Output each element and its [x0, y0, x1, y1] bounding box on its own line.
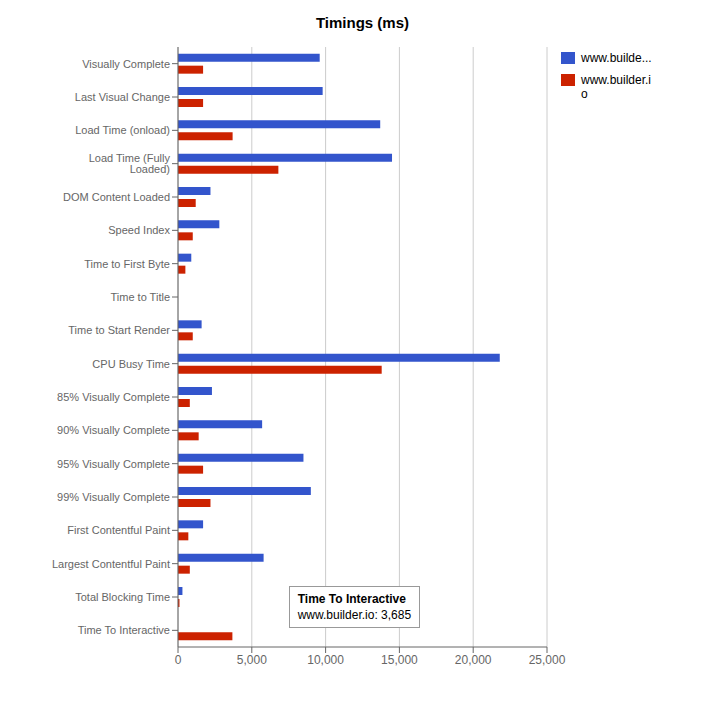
svg-text:25,000: 25,000 — [529, 653, 566, 667]
svg-text:20,000: 20,000 — [455, 653, 492, 667]
svg-text:99% Visually Complete: 99% Visually Complete — [57, 491, 170, 503]
svg-text:90% Visually Complete: 90% Visually Complete — [57, 424, 170, 436]
svg-text:Time to Title: Time to Title — [111, 291, 171, 303]
svg-text:Load Time (FullyLoaded): Load Time (FullyLoaded) — [89, 152, 171, 175]
svg-text:CPU Busy Time: CPU Busy Time — [92, 358, 170, 370]
svg-text:DOM Content Loaded: DOM Content Loaded — [63, 191, 170, 203]
svg-text:95% Visually Complete: 95% Visually Complete — [57, 458, 170, 470]
svg-text:0: 0 — [175, 653, 182, 667]
svg-text:Largest Contentful Paint: Largest Contentful Paint — [52, 558, 170, 570]
svg-text:Last Visual Change: Last Visual Change — [75, 91, 170, 103]
svg-text:Speed Index: Speed Index — [108, 224, 170, 236]
svg-text:Time to Start Render: Time to Start Render — [68, 324, 170, 336]
html-text:www.builder.io: 3,685: www.builder.io: 3,685 — [297, 608, 412, 623]
html-text:www.builder.i: www.builder.i — [581, 73, 651, 87]
html-text:www.builde...: www.builde... — [581, 51, 652, 65]
html-text:Time To Interactive: Time To Interactive — [297, 592, 406, 607]
svg-text:15,000: 15,000 — [381, 653, 418, 667]
svg-text:Total Blocking Time: Total Blocking Time — [75, 591, 170, 603]
svg-text:First Contentful Paint: First Contentful Paint — [67, 524, 170, 536]
svg-text:85% Visually Complete: 85% Visually Complete — [57, 391, 170, 403]
svg-text:Time to First Byte: Time to First Byte — [84, 258, 170, 270]
svg-text:Load Time (onload): Load Time (onload) — [75, 124, 170, 136]
svg-text:5,000: 5,000 — [237, 653, 267, 667]
svg-text:Visually Complete: Visually Complete — [82, 58, 170, 70]
html-text:o: o — [581, 87, 588, 101]
svg-text:Time To Interactive: Time To Interactive — [78, 624, 170, 636]
html-text:Timings (ms): Timings (ms) — [316, 14, 409, 31]
svg-text:10,000: 10,000 — [307, 653, 344, 667]
